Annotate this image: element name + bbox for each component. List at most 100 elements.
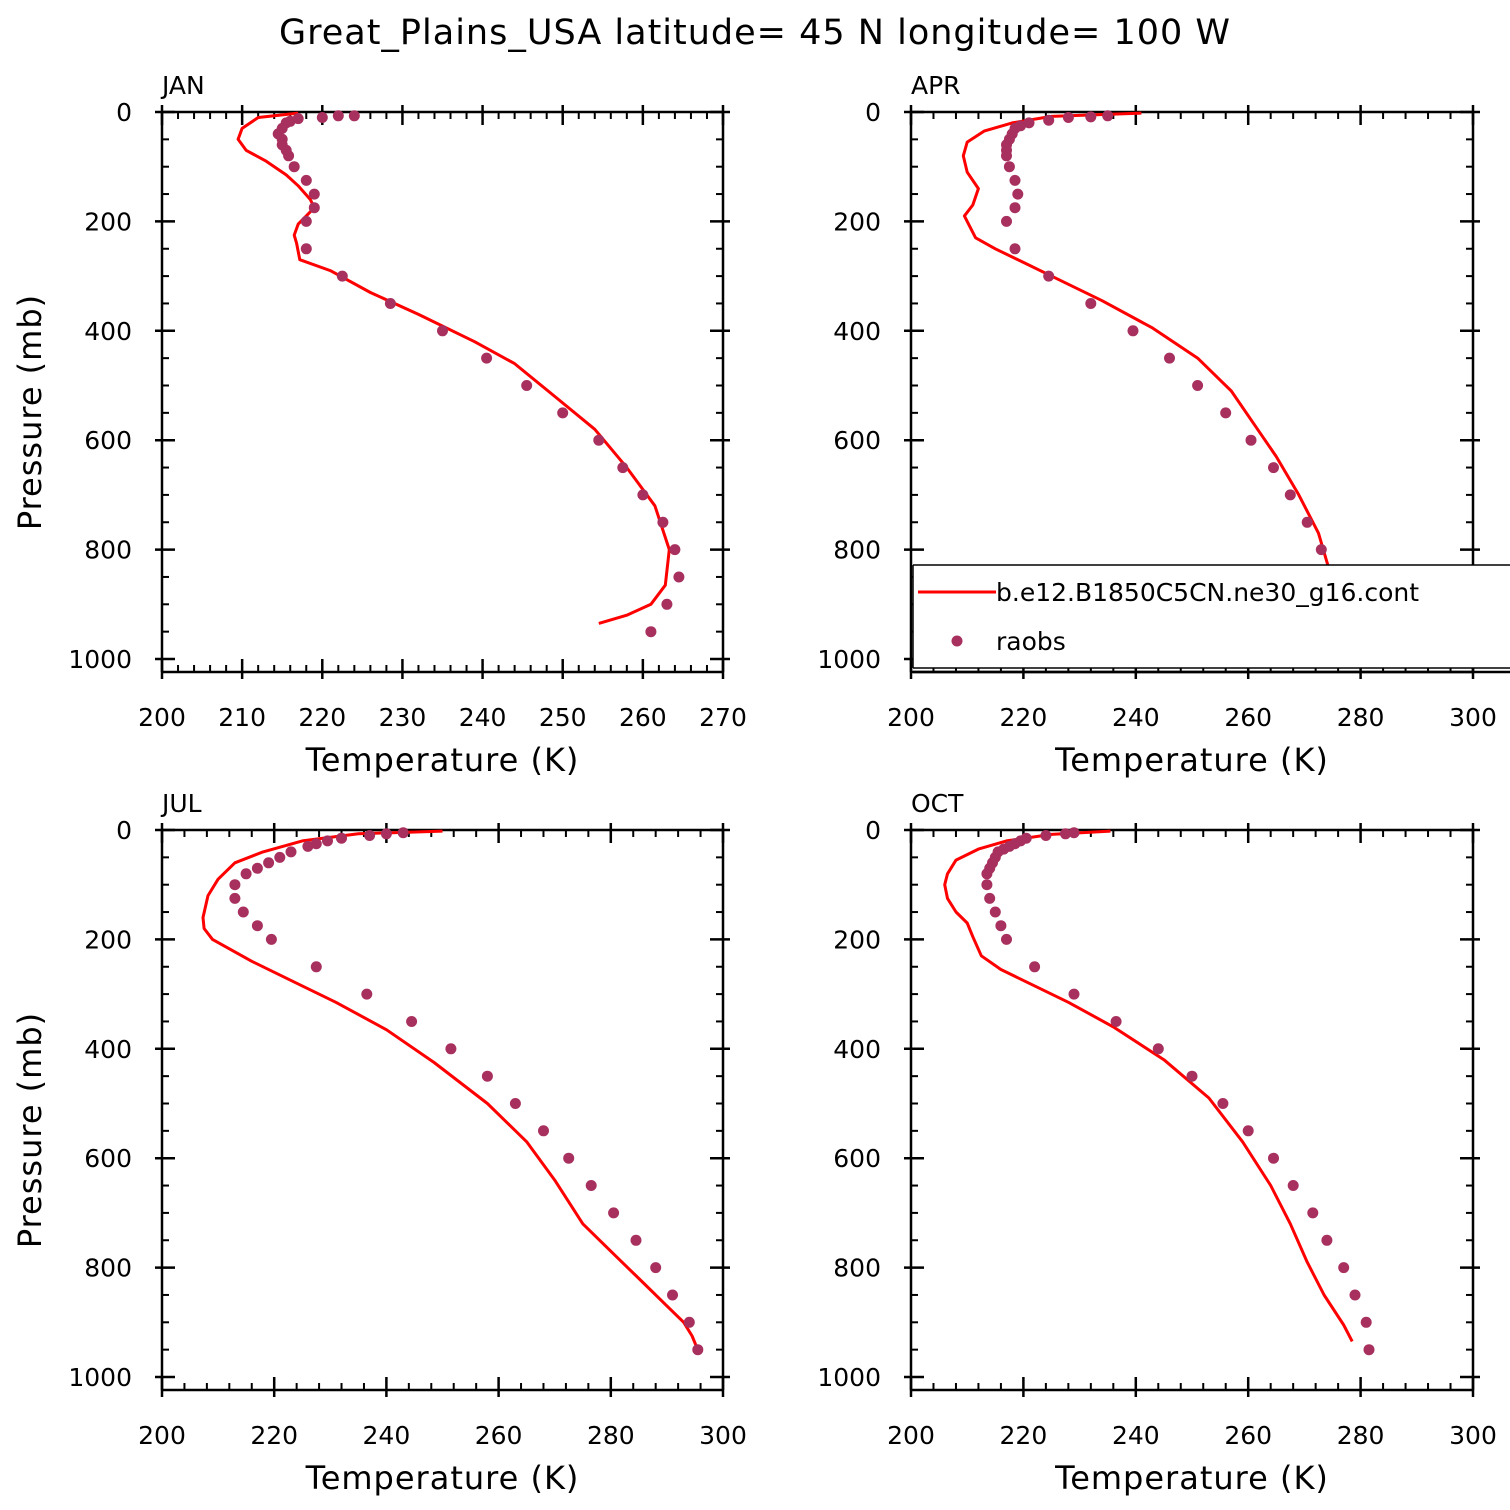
x-tick-label: 300 xyxy=(1449,703,1497,732)
obs-point xyxy=(263,857,275,869)
y-tick-label: 200 xyxy=(84,925,132,954)
obs-point xyxy=(1360,1316,1372,1328)
x-tick-label: 240 xyxy=(363,1421,411,1450)
x-tick-label: 240 xyxy=(459,703,507,732)
legend-box xyxy=(913,565,1510,668)
obs-point xyxy=(637,489,649,501)
x-tick-label: 200 xyxy=(887,703,935,732)
x-tick-label: 260 xyxy=(619,703,667,732)
x-tick-label: 280 xyxy=(1337,1421,1385,1450)
obs-point xyxy=(1186,1070,1198,1082)
obs-point xyxy=(1068,827,1080,839)
obs-point xyxy=(667,1289,678,1301)
obs-point xyxy=(308,188,320,200)
model-line xyxy=(236,111,671,625)
legend-obs-marker xyxy=(951,635,963,647)
obs-point xyxy=(1217,1098,1229,1109)
obs-point xyxy=(300,215,312,227)
model-line xyxy=(961,111,1365,625)
obs-point xyxy=(1085,111,1097,123)
y-axis-title: Pressure (mb) xyxy=(11,294,49,530)
obs-point xyxy=(397,827,409,839)
x-tick-label: 240 xyxy=(1112,1421,1160,1450)
obs-point xyxy=(322,835,333,847)
obs-point xyxy=(1023,117,1035,129)
y-tick-label: 600 xyxy=(833,1144,881,1173)
x-axis-title: Temperature (K) xyxy=(1054,741,1329,779)
y-tick-label: 200 xyxy=(833,925,881,954)
y-tick-label: 600 xyxy=(84,426,132,455)
obs-point xyxy=(300,243,312,255)
obs-point xyxy=(283,150,295,162)
obs-point xyxy=(1110,1016,1122,1027)
model-line xyxy=(943,829,1354,1343)
obs-point xyxy=(981,879,993,891)
x-tick-label: 260 xyxy=(1224,1421,1272,1450)
y-tick-label: 0 xyxy=(865,98,881,127)
obs-point xyxy=(1060,828,1071,840)
x-axis-title: Temperature (K) xyxy=(305,741,580,779)
obs-point xyxy=(437,325,448,337)
obs-point xyxy=(989,906,1001,918)
obs-point xyxy=(251,920,263,932)
obs-point xyxy=(265,933,277,945)
obs-point xyxy=(251,862,263,874)
obs-point xyxy=(630,1234,642,1246)
obs-point xyxy=(1268,1152,1279,1164)
panel-label: OCT xyxy=(911,789,964,818)
obs-point xyxy=(302,840,314,852)
obs-point xyxy=(1315,544,1327,556)
obs-point xyxy=(1085,298,1097,309)
x-tick-label: 220 xyxy=(1000,1421,1048,1450)
obs-point xyxy=(657,516,669,528)
obs-point xyxy=(380,828,392,840)
x-tick-label: 260 xyxy=(1224,703,1272,732)
obs-point xyxy=(1338,1262,1350,1274)
obs-point xyxy=(1001,933,1012,945)
obs-point xyxy=(1009,243,1021,255)
obs-point xyxy=(288,161,300,173)
x-tick-label: 260 xyxy=(475,1421,523,1450)
y-tick-label: 1000 xyxy=(68,645,132,674)
obs-point xyxy=(240,868,252,880)
x-tick-label: 220 xyxy=(298,703,346,732)
y-tick-label: 200 xyxy=(833,207,881,236)
x-tick-label: 240 xyxy=(1112,703,1160,732)
x-tick-label: 280 xyxy=(587,1421,635,1450)
obs-point xyxy=(585,1180,597,1191)
obs-point xyxy=(1029,961,1041,973)
obs-point xyxy=(1349,1289,1361,1301)
y-tick-label: 600 xyxy=(833,426,881,455)
legend-model-label: b.e12.B1850C5CN.ne30_g16.cont xyxy=(996,578,1419,607)
y-tick-label: 0 xyxy=(865,816,881,845)
model-line xyxy=(201,829,698,1348)
obs-point xyxy=(332,110,344,122)
obs-point xyxy=(1043,270,1055,282)
obs-point xyxy=(1307,1207,1319,1219)
obs-point xyxy=(650,1262,662,1274)
obs-point xyxy=(481,352,493,364)
y-tick-label: 400 xyxy=(833,317,881,346)
obs-point xyxy=(984,892,996,904)
obs-point xyxy=(1001,150,1012,162)
obs-point xyxy=(336,270,348,282)
obs-point xyxy=(481,1070,493,1082)
obs-point xyxy=(593,434,605,446)
obs-point xyxy=(348,110,360,122)
obs-point xyxy=(692,1344,704,1356)
y-tick-label: 800 xyxy=(833,536,881,565)
x-tick-label: 220 xyxy=(1000,703,1048,732)
obs-point xyxy=(1301,516,1313,528)
obs-point xyxy=(1012,188,1024,200)
obs-point xyxy=(1245,434,1257,446)
obs-point xyxy=(361,988,373,1000)
obs-point xyxy=(1321,1234,1333,1246)
obs-point xyxy=(538,1125,549,1137)
y-tick-label: 800 xyxy=(833,1254,881,1283)
x-tick-label: 200 xyxy=(138,703,186,732)
panel-label: APR xyxy=(911,71,961,100)
obs-point xyxy=(1164,352,1175,364)
